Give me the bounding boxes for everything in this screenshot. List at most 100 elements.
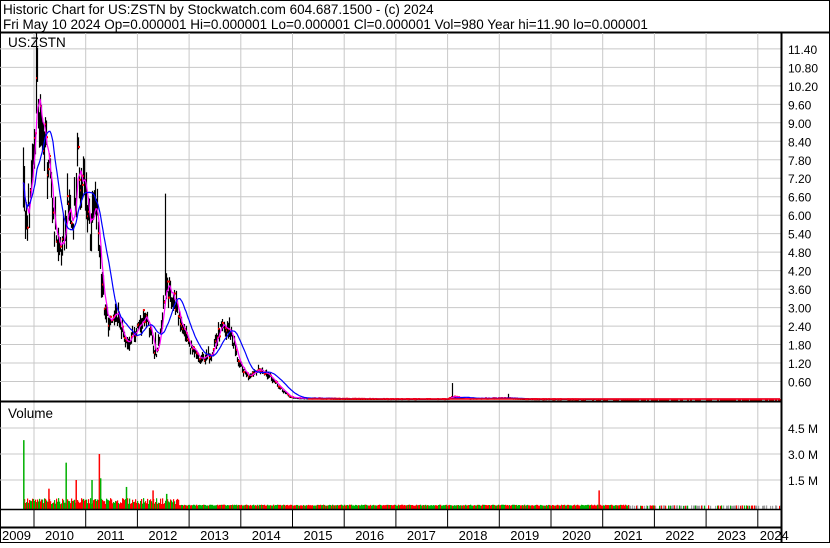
volume-bar: [160, 498, 162, 509]
volume-bar: [531, 505, 533, 509]
volume-bar: [162, 498, 164, 509]
volume-bar: [571, 505, 573, 509]
volume-bar: [655, 505, 657, 509]
volume-bar: [485, 504, 487, 509]
volume-bar: [674, 505, 676, 509]
volume-bar: [453, 505, 455, 509]
volume-bar: [328, 505, 330, 509]
volume-bar: [329, 504, 331, 509]
volume-bar: [124, 500, 126, 509]
volume-bar: [181, 504, 183, 509]
volume-bar: [27, 498, 29, 509]
volume-bar: [242, 505, 244, 509]
volume-bar: [506, 505, 508, 509]
volume-bar: [67, 499, 69, 509]
volume-bar: [359, 505, 361, 509]
volume-bar: [412, 505, 414, 509]
volume-bar: [756, 505, 758, 509]
year-label: 2017: [407, 528, 436, 543]
volume-bar: [34, 500, 36, 509]
close-mark: [676, 398, 678, 401]
volume-bar: [332, 504, 334, 509]
volume-bar: [50, 501, 52, 509]
volume-bar: [439, 504, 441, 509]
volume-bar: [281, 505, 283, 509]
volume-bar: [171, 500, 173, 509]
volume-bar: [445, 504, 447, 509]
year-label: 2016: [355, 528, 384, 543]
volume-bar: [546, 505, 548, 509]
volume-bar: [127, 498, 129, 509]
volume-bar: [495, 505, 497, 509]
volume-bar: [107, 499, 109, 509]
volume-bar: [779, 505, 781, 509]
volume-bar: [47, 501, 49, 509]
volume-bar: [593, 505, 595, 509]
volume-bar: [509, 504, 511, 509]
volume-bar: [536, 504, 538, 509]
volume-bar: [584, 505, 586, 509]
volume-bar: [747, 505, 749, 509]
volume-bar: [212, 504, 214, 509]
volume-bar: [206, 505, 208, 509]
volume-bar: [381, 505, 383, 509]
volume-bar: [243, 505, 245, 509]
volume-bar: [448, 505, 450, 509]
volume-bar: [444, 505, 446, 509]
close-mark: [681, 398, 683, 401]
volume-bar: [244, 505, 246, 509]
volume-bar: [573, 505, 575, 509]
volume-bar: [408, 504, 410, 509]
volume-bar: [699, 505, 701, 509]
volume-bar: [41, 499, 43, 509]
volume-bar: [33, 498, 35, 509]
volume-bar: [400, 505, 402, 509]
price-tick-label: 10.80: [788, 61, 818, 75]
volume-bar: [343, 505, 345, 509]
volume-bar: [547, 505, 549, 509]
volume-bar: [374, 505, 376, 509]
volume-bar: [155, 501, 157, 509]
volume-bar: [730, 505, 732, 509]
close-mark: [48, 168, 50, 171]
price-tick-label: 6.00: [788, 209, 812, 223]
volume-bar: [277, 504, 279, 509]
volume-bar: [63, 500, 65, 509]
volume-bar: [287, 504, 289, 509]
volume-bar: [148, 503, 150, 509]
year-label: 2014: [252, 528, 281, 543]
volume-bar: [542, 505, 544, 509]
volume-bar: [555, 505, 557, 509]
volume-bar: [537, 504, 539, 509]
volume-bar: [43, 503, 45, 509]
volume-bar: [434, 505, 436, 509]
volume-bar: [375, 505, 377, 509]
volume-bar: [163, 503, 165, 509]
volume-bar: [775, 505, 777, 509]
volume-bar: [259, 504, 261, 509]
volume-bar: [698, 505, 700, 509]
volume-bar: [296, 504, 298, 509]
volume-bar: [94, 499, 96, 509]
volume-bar: [515, 505, 517, 509]
volume-bar: [435, 505, 437, 509]
volume-bar: [629, 505, 631, 509]
volume-bar: [214, 505, 216, 509]
volume-bar: [431, 505, 433, 509]
volume-bar: [151, 501, 153, 509]
volume-bar: [318, 504, 320, 509]
close-mark: [67, 195, 69, 198]
volume-bar: [422, 505, 424, 509]
volume-bar: [702, 505, 704, 509]
volume-bar: [623, 504, 625, 509]
close-mark: [46, 136, 48, 139]
volume-bar: [131, 503, 133, 509]
volume-bar: [429, 505, 431, 509]
volume-bar: [177, 498, 179, 509]
volume-bar: [313, 505, 315, 509]
volume-bar: [378, 504, 380, 509]
volume-bar: [612, 505, 614, 509]
volume-bar: [749, 505, 751, 509]
volume-bar: [57, 501, 59, 509]
volume-bar: [471, 505, 473, 509]
